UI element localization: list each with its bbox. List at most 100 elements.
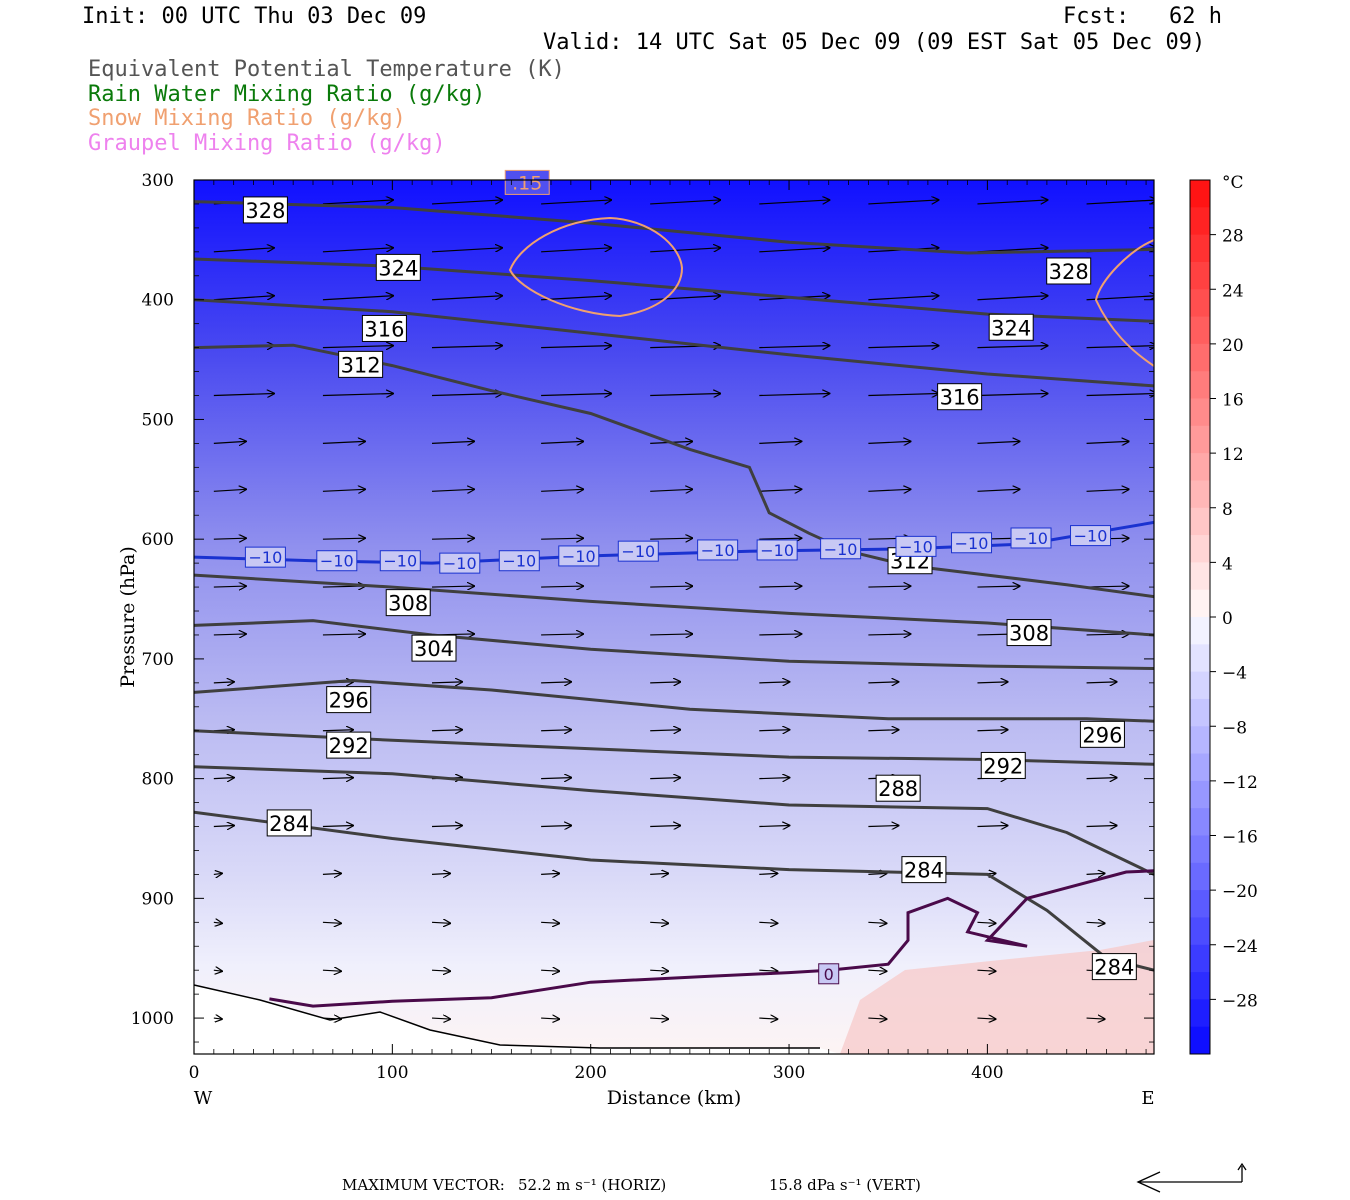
wind-vector [541,682,571,683]
colorbar-tick-label: 0 [1222,609,1233,629]
colorbar-cell [1190,617,1210,645]
temperature-label: −10 [1014,529,1048,548]
wind-vector [1086,296,1154,301]
colorbar-tick-label: 4 [1222,554,1233,574]
wind-vector [977,296,1047,301]
colorbar-tick-label: −16 [1222,828,1258,848]
theta-e-label-box [266,809,312,837]
wind-vector [541,634,583,635]
wind-vector [977,586,1019,587]
wind-vector [431,489,474,491]
field-snow: Snow Mixing Ratio (g/kg) [88,106,406,131]
wind-vector [213,248,274,253]
colorbar-cell [1190,753,1210,782]
wind-vector [650,634,692,635]
temperature-label-box [244,546,286,568]
wind-vector [759,489,801,491]
wind-vector [541,826,571,827]
colorbar-cell [1190,289,1210,318]
wind-vector [213,1018,222,1019]
wind-vector [322,873,341,874]
wind-vector [977,441,1019,443]
colorbar-tick-label: −20 [1222,882,1258,902]
temperature-label: −10 [320,552,354,571]
theta-e-label-box [1079,720,1125,748]
theta-e-label-box [375,253,421,281]
wind-vector [213,441,246,443]
theta-e-label: 308 [388,592,428,616]
wind-vector [322,394,393,396]
forecast-hour: Fcst: 62 h [1063,4,1222,29]
wind-vector [1086,489,1129,491]
init-time: Init: 00 UTC Thu 03 Dec 09 [82,4,427,29]
wind-vector [759,970,777,971]
wind-vector [432,586,474,587]
colorbar-cell [1190,316,1210,345]
terrain-line [193,984,820,1049]
wind-vector [541,346,611,348]
east-label: E [1141,1088,1154,1109]
temperature-label: −10 [760,541,794,560]
snow-contour [508,216,684,318]
colorbar-tick-label: 8 [1222,500,1233,520]
colorbar-cell [1190,944,1210,973]
temperature-label: −10 [621,542,655,561]
wind-vector [1086,1018,1105,1019]
temperature-label: −10 [1074,527,1108,546]
wind-vector [541,200,611,205]
temperature-label: −10 [562,547,596,566]
y-axis-label: Pressure (hPa) [117,546,139,688]
colorbar-tick-label: 16 [1222,391,1244,411]
colorbar-cell [1190,343,1210,372]
wind-vector [541,873,559,874]
field-graupel: Graupel Mixing Ratio (g/kg) [88,131,446,156]
valid-time: Valid: 14 UTC Sat 05 Dec 09 (09 EST Sat … [543,30,1206,55]
wind-vector [1086,778,1117,779]
wind-vector [977,682,1007,683]
colorbar: °C 28 24 20 16 12 8 4 0 −4 −8 −12 −16 −20 −24 −28 [1189,173,1258,1055]
wind-vector [868,586,910,587]
theta-e-label: 284 [1094,956,1134,980]
wind-vector [431,296,502,301]
wind-vector [759,634,801,635]
temperature-label-box [818,963,840,985]
colorbar-cell [1190,398,1210,427]
theta-e-label-box [385,589,431,617]
wind-vector [759,873,777,874]
wind-vector [431,346,502,348]
temperature-label-box [316,550,358,572]
wind-vector [650,586,692,587]
wind-vector [650,1018,668,1019]
wind-vector [977,346,1047,348]
colorbar-cell [1190,862,1210,891]
wind-vector [541,248,611,253]
theta-e-label-box [980,751,1026,779]
wind-vector [650,778,680,779]
wind-vector [431,970,450,971]
wind-vector [322,441,365,443]
x-tick-label: 0 [189,1063,200,1083]
footer-vert: 15.8 dPa s⁻¹ (VERT) [769,1176,921,1194]
theta-e-label-box [901,856,947,884]
colorbar-cell [1190,726,1210,755]
theta-e-label: 288 [878,777,918,801]
theta-e-label: 292 [329,734,369,758]
wind-vector [213,394,274,396]
temperature-label-box [756,539,798,561]
wind-vector [322,538,365,539]
x-tick-label: 200 [574,1063,606,1083]
temperature-label-box [951,532,993,554]
wind-vector [322,296,393,301]
wind-vector [650,873,668,874]
wind-vector [650,730,680,731]
temperature-label-box [439,552,481,574]
temperature-label-box [498,550,540,572]
temperature-label: −10 [383,552,417,571]
colorbar-tick-label: −8 [1222,718,1247,738]
wind-vector [541,586,583,587]
wind-vector [541,394,611,396]
temperature-label: −10 [502,552,536,571]
wind-vector [541,730,571,731]
temperature-label-box [697,539,739,561]
